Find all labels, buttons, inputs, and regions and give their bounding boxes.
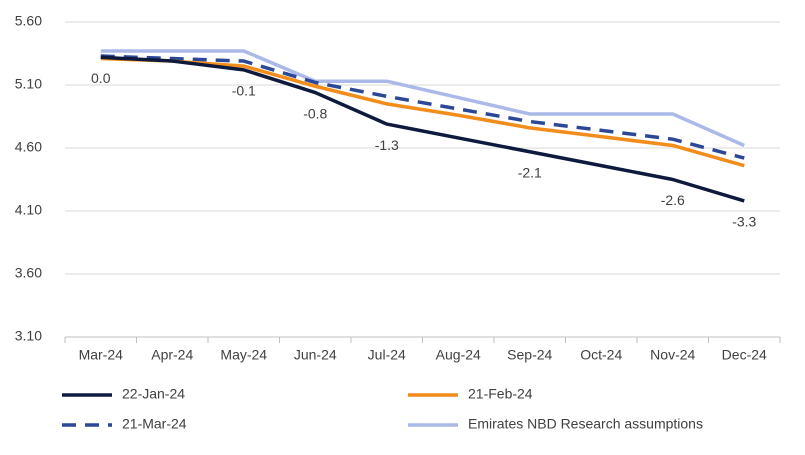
series-line: [100, 54, 745, 160]
y-tick-label: 3.10: [15, 328, 42, 344]
x-tick-label: May-24: [220, 347, 267, 363]
y-tick-label: 5.10: [15, 76, 42, 92]
x-tick-label: Mar-24: [79, 347, 124, 363]
x-tick-label: Apr-24: [151, 347, 193, 363]
y-tick-label: 3.60: [15, 265, 42, 281]
legend-label: 22-Jan-24: [122, 386, 185, 402]
y-tick-label: 4.60: [15, 139, 42, 155]
x-tick-label: Aug-24: [436, 347, 481, 363]
data-annotation: -2.1: [518, 164, 542, 180]
data-annotation: -0.1: [232, 83, 256, 99]
x-tick-label: Dec-24: [722, 347, 767, 363]
data-annotation: -1.3: [375, 137, 399, 153]
x-tick-label: Nov-24: [650, 347, 695, 363]
x-tick-label: Sep-24: [507, 347, 552, 363]
data-annotation: -2.6: [661, 192, 685, 208]
series-line: [100, 49, 745, 148]
series-line: [100, 55, 745, 203]
data-annotation: -0.8: [303, 105, 327, 121]
y-tick-label: 5.60: [15, 13, 42, 29]
series-line: [100, 56, 745, 168]
legend-label: 21-Feb-24: [468, 386, 533, 402]
x-tick-label: Jun-24: [294, 347, 337, 363]
data-annotation: -3.3: [732, 214, 756, 230]
legend-label: 21-Mar-24: [122, 416, 187, 432]
x-tick-label: Jul-24: [368, 347, 406, 363]
data-annotation: 0.0: [91, 70, 111, 86]
legend-label: Emirates NBD Research assumptions: [468, 416, 703, 432]
x-tick-label: Oct-24: [580, 347, 622, 363]
y-tick-label: 4.10: [15, 202, 42, 218]
